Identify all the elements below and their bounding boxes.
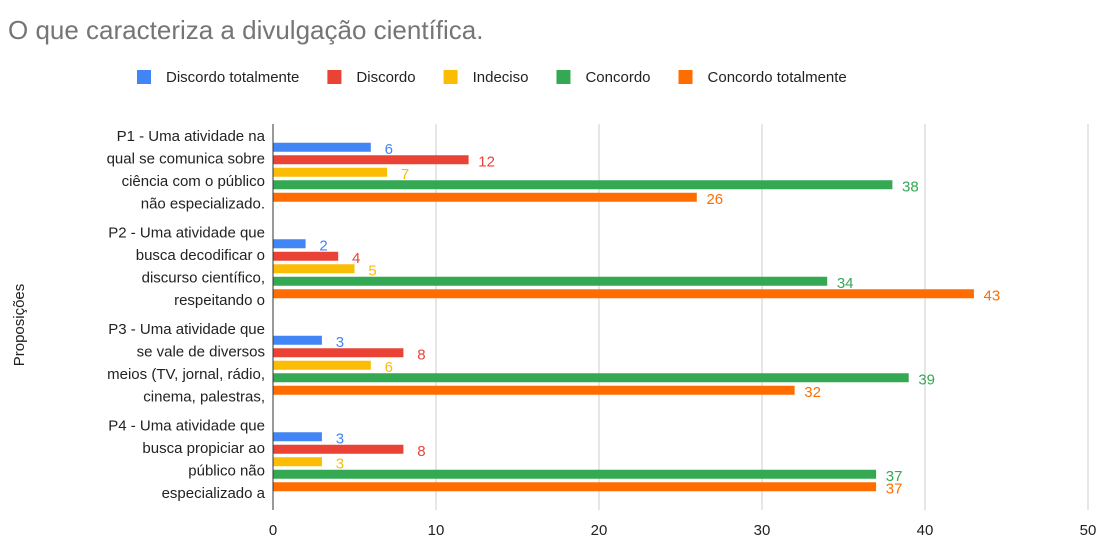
legend-swatch (327, 70, 342, 84)
y-tick-label: P2 - Uma atividade que (108, 224, 265, 241)
bar (273, 276, 828, 286)
y-tick-label: discurso científico, (142, 269, 265, 286)
y-tick-label: público não (188, 462, 265, 479)
bar (273, 482, 877, 492)
data-label: 7 (401, 166, 409, 183)
bar (273, 167, 388, 177)
bar (273, 192, 697, 202)
data-label: 2 (319, 238, 327, 255)
x-tick-label: 0 (269, 522, 277, 538)
x-tick-label: 20 (591, 522, 608, 538)
bar (273, 251, 339, 261)
data-label: 43 (984, 288, 1001, 305)
bar (273, 155, 469, 165)
y-tick-label: não especializado. (141, 195, 265, 212)
data-label: 38 (902, 179, 919, 196)
bar (273, 289, 974, 299)
y-tick-label: P1 - Uma atividade na (117, 128, 266, 145)
y-tick-label: especializado a (162, 485, 266, 502)
y-axis-title: Proposições (11, 284, 28, 367)
bar (273, 348, 404, 358)
bar (273, 142, 371, 152)
bar (273, 457, 322, 467)
data-label: 39 (918, 372, 935, 389)
y-tick-label: ciência com o público (122, 173, 265, 190)
legend-label: Indeciso (473, 69, 529, 86)
x-tick-label: 50 (1080, 522, 1097, 538)
x-tick-label: 10 (428, 522, 445, 538)
data-label: 37 (886, 481, 903, 498)
data-label: 26 (706, 191, 723, 208)
data-label: 6 (385, 141, 393, 158)
bar (273, 360, 371, 370)
data-label: 3 (336, 456, 344, 473)
data-label: 34 (837, 275, 854, 292)
data-label: 3 (336, 431, 344, 448)
y-tick-label: cinema, palestras, (143, 388, 265, 405)
data-label: 12 (478, 154, 495, 171)
data-label: 3 (336, 334, 344, 351)
chart-title: O que caracteriza a divulgação científic… (8, 15, 483, 45)
y-tick-label: qual se comunica sobre (107, 150, 265, 167)
bar (273, 264, 355, 274)
data-label: 32 (804, 384, 821, 401)
legend-label: Concordo totalmente (708, 69, 847, 86)
y-tick-label: P4 - Uma atividade que (108, 417, 265, 434)
legend-swatch (137, 70, 151, 84)
legend-swatch (443, 70, 458, 84)
bar (273, 373, 909, 383)
legend-label: Discordo (356, 69, 415, 86)
bar (273, 469, 877, 479)
bar (273, 239, 306, 249)
y-tick-label: respeitando o (174, 292, 265, 309)
data-label: 4 (352, 250, 360, 267)
data-label: 8 (417, 347, 425, 364)
y-tick-label: P3 - Uma atividade que (108, 321, 265, 338)
legend-label: Concordo (585, 69, 650, 86)
y-tick-label: se vale de diversos (137, 343, 265, 360)
y-tick-label: busca propiciar ao (142, 440, 265, 457)
bar (273, 335, 322, 345)
data-label: 5 (368, 263, 376, 280)
bar (273, 444, 404, 454)
bar (273, 180, 893, 190)
legend-swatch (678, 70, 693, 84)
y-tick-label: meios (TV, jornal, rádio, (107, 366, 265, 383)
legend-label: Discordo totalmente (166, 69, 299, 86)
legend-swatch (556, 70, 571, 84)
y-tick-label: busca decodificar o (136, 247, 265, 264)
bar (273, 432, 322, 442)
data-label: 37 (886, 468, 903, 485)
bar (273, 385, 795, 395)
data-label: 8 (417, 443, 425, 460)
x-tick-label: 30 (754, 522, 771, 538)
data-label: 6 (385, 359, 393, 376)
x-tick-label: 40 (917, 522, 934, 538)
